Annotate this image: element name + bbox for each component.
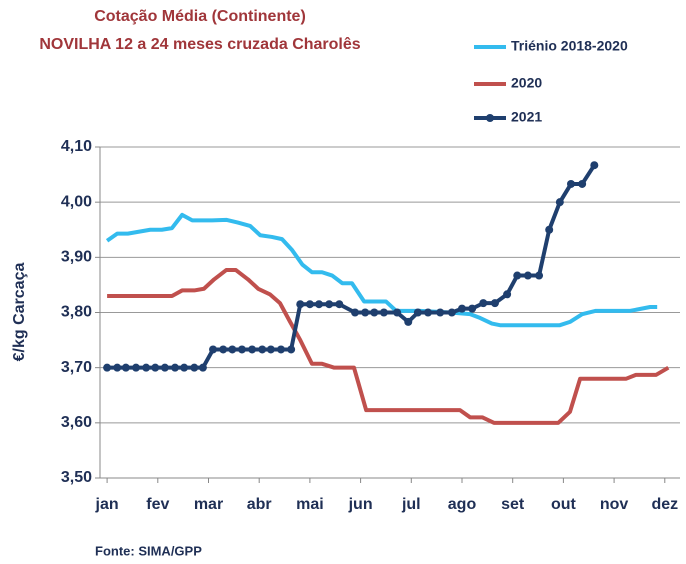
legend-marker bbox=[486, 114, 494, 122]
x-tick-label: mar bbox=[194, 496, 223, 513]
point bbox=[209, 345, 218, 354]
point bbox=[198, 363, 207, 372]
point bbox=[228, 345, 237, 354]
point bbox=[276, 345, 285, 354]
series-line bbox=[107, 164, 596, 370]
point bbox=[121, 363, 130, 372]
y-tick-label: 4,10 bbox=[61, 138, 92, 155]
chart-title: Cotação Média (Continente) bbox=[94, 8, 306, 25]
y-tick-label: 3,80 bbox=[61, 304, 92, 321]
point bbox=[447, 308, 456, 317]
point bbox=[436, 308, 445, 317]
x-tick-label: jun bbox=[348, 496, 373, 513]
y-tick-label: 3,70 bbox=[61, 359, 92, 376]
point bbox=[545, 225, 554, 234]
series-line bbox=[107, 268, 670, 425]
point bbox=[237, 345, 246, 354]
point bbox=[457, 304, 466, 313]
point bbox=[590, 161, 599, 170]
point bbox=[361, 308, 370, 317]
point bbox=[413, 308, 422, 317]
x-tick-label: ago bbox=[448, 496, 477, 513]
point bbox=[219, 345, 228, 354]
point bbox=[555, 198, 564, 207]
point bbox=[180, 363, 189, 372]
point bbox=[424, 308, 433, 317]
y-tick-label: 4,00 bbox=[61, 193, 92, 210]
y-axis-label: €/kg Carcaça bbox=[11, 263, 28, 362]
x-tick-label: abr bbox=[247, 496, 272, 513]
point bbox=[578, 179, 587, 188]
point bbox=[248, 345, 257, 354]
point bbox=[151, 363, 160, 372]
x-tick-label: jan bbox=[95, 496, 119, 513]
point bbox=[287, 345, 296, 354]
legend-label: Triénio 2018-2020 bbox=[511, 38, 628, 54]
point bbox=[315, 300, 324, 309]
point bbox=[103, 363, 112, 372]
point bbox=[325, 300, 334, 309]
x-tick-label: mai bbox=[296, 496, 324, 513]
point bbox=[113, 363, 122, 372]
point bbox=[351, 308, 360, 317]
source: Fonte: SIMA/GPP bbox=[95, 543, 202, 558]
y-tick-label: 3,50 bbox=[61, 469, 92, 486]
x-tick-label: nov bbox=[600, 496, 629, 513]
series-line bbox=[105, 212, 658, 328]
x-tick-label: out bbox=[551, 496, 577, 513]
point bbox=[503, 290, 512, 299]
point bbox=[566, 179, 575, 188]
point bbox=[468, 304, 477, 313]
point bbox=[490, 299, 499, 308]
point bbox=[142, 363, 151, 372]
point bbox=[296, 300, 305, 309]
chart-subtitle: NOVILHA 12 a 24 meses cruzada Charolês bbox=[39, 36, 360, 53]
point bbox=[393, 308, 402, 317]
point bbox=[404, 317, 413, 326]
legend-label: 2020 bbox=[511, 75, 542, 91]
x-tick-label: jul bbox=[401, 496, 421, 513]
point bbox=[335, 300, 344, 309]
point bbox=[370, 308, 379, 317]
point bbox=[190, 363, 199, 372]
point bbox=[160, 363, 169, 372]
point bbox=[171, 363, 180, 372]
legend-label: 2021 bbox=[511, 109, 542, 125]
point bbox=[535, 271, 544, 280]
point bbox=[305, 300, 314, 309]
x-tick-label: set bbox=[501, 496, 525, 513]
point bbox=[513, 271, 522, 280]
point bbox=[379, 308, 388, 317]
y-tick-label: 3,90 bbox=[61, 249, 92, 266]
point bbox=[479, 299, 488, 308]
point bbox=[258, 345, 267, 354]
point bbox=[266, 345, 275, 354]
y-tick-label: 3,60 bbox=[61, 414, 92, 431]
point bbox=[523, 271, 532, 280]
point bbox=[131, 363, 140, 372]
x-tick-label: dez bbox=[651, 496, 678, 513]
x-tick-label: fev bbox=[146, 496, 169, 513]
